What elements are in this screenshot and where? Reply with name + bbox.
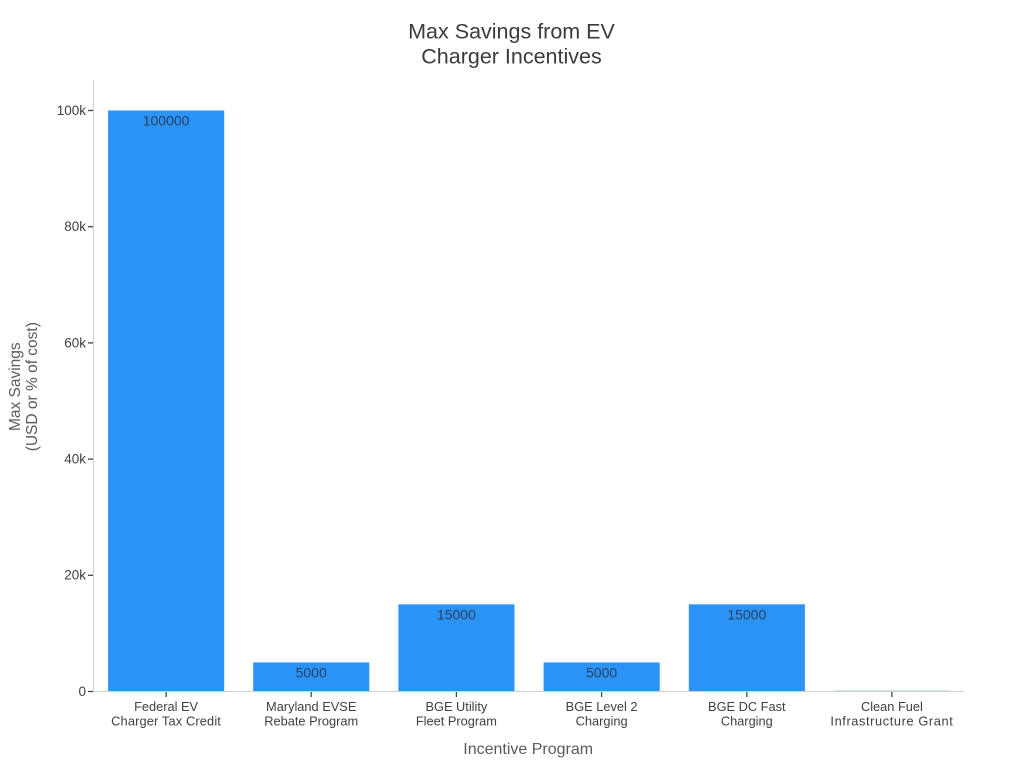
- svg-text:Max Savings from EV: Max Savings from EV: [408, 20, 615, 44]
- svg-text:15000: 15000: [437, 606, 476, 622]
- svg-text:BGE DC Fast: BGE DC Fast: [708, 699, 786, 714]
- svg-text:Max Savings: Max Savings: [7, 342, 24, 431]
- svg-text:40k: 40k: [64, 452, 86, 467]
- svg-text:20k: 20k: [64, 568, 86, 583]
- svg-text:Charging: Charging: [721, 714, 773, 729]
- svg-text:80k: 80k: [64, 219, 86, 234]
- svg-text:(USD or % of cost): (USD or % of cost): [24, 322, 41, 451]
- svg-text:100k: 100k: [57, 103, 87, 118]
- svg-text:Charger Tax Credit: Charger Tax Credit: [111, 714, 221, 729]
- svg-text:Maryland EVSE: Maryland EVSE: [266, 699, 356, 714]
- svg-text:Rebate Program: Rebate Program: [264, 714, 358, 729]
- svg-text:Incentive Program: Incentive Program: [463, 741, 593, 758]
- svg-text:BGE Level 2: BGE Level 2: [566, 699, 638, 714]
- svg-text:15000: 15000: [727, 606, 766, 622]
- svg-text:0: 0: [78, 684, 86, 699]
- svg-text:5000: 5000: [586, 664, 617, 680]
- svg-text:Infrastructure Grant: Infrastructure Grant: [830, 714, 953, 729]
- svg-text:Charging: Charging: [576, 714, 628, 729]
- svg-text:5000: 5000: [296, 664, 327, 680]
- svg-text:100000: 100000: [143, 113, 190, 129]
- svg-text:60k: 60k: [64, 335, 86, 350]
- svg-text:Clean Fuel: Clean Fuel: [861, 699, 923, 714]
- svg-text:Federal EV: Federal EV: [134, 699, 198, 714]
- svg-text:BGE Utility: BGE Utility: [425, 699, 487, 714]
- svg-text:Charger Incentives: Charger Incentives: [421, 45, 601, 69]
- svg-text:Fleet Program: Fleet Program: [416, 714, 497, 729]
